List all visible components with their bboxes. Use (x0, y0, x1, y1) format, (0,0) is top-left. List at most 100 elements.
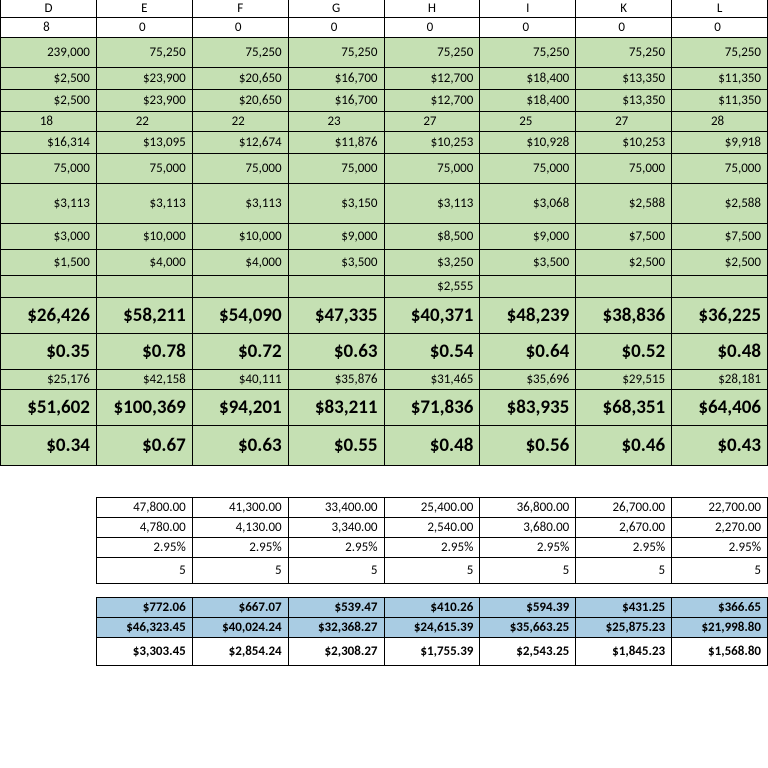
cell[interactable]: 22 (96, 111, 192, 131)
cell[interactable]: $16,700 (288, 67, 384, 89)
cell[interactable]: $10,253 (576, 131, 672, 153)
cell[interactable]: $2,543.25 (480, 637, 576, 665)
cell[interactable]: $13,350 (576, 67, 672, 89)
cell[interactable]: 75,250 (480, 37, 576, 67)
cell[interactable]: $410.26 (384, 597, 480, 617)
cell[interactable]: 5 (192, 557, 288, 583)
cell[interactable]: $2,500 (672, 249, 768, 275)
cell[interactable]: 75,250 (576, 37, 672, 67)
cell[interactable]: 75,250 (192, 37, 288, 67)
cell[interactable]: $4,000 (192, 249, 288, 275)
cell[interactable]: 23 (288, 111, 384, 131)
cell[interactable]: 75,000 (96, 153, 192, 183)
cell[interactable]: $3,150 (288, 183, 384, 223)
cell[interactable]: 75,000 (192, 153, 288, 183)
cell[interactable]: $3,303.45 (96, 637, 192, 665)
cell[interactable]: 27 (576, 111, 672, 131)
cell[interactable]: $3,113 (384, 183, 480, 223)
cell[interactable]: 3,340.00 (288, 517, 384, 537)
cell[interactable]: $11,876 (288, 131, 384, 153)
col-header[interactable]: L (672, 0, 768, 17)
col-header[interactable]: I (480, 0, 576, 17)
cell[interactable] (384, 481, 480, 497)
cell[interactable]: 36,800.00 (480, 497, 576, 517)
cell[interactable]: 25 (480, 111, 576, 131)
cell[interactable]: $3,500 (288, 249, 384, 275)
cell[interactable]: $431.25 (576, 597, 672, 617)
cell[interactable]: 2.95% (672, 537, 768, 557)
cell[interactable]: 0 (576, 17, 672, 37)
cell[interactable]: 26,700.00 (576, 497, 672, 517)
cell[interactable]: $23,900 (96, 67, 192, 89)
cell[interactable]: $16,314 (1, 131, 97, 153)
cell[interactable] (288, 481, 384, 497)
cell[interactable]: 0 (192, 17, 288, 37)
col-header[interactable]: K (576, 0, 672, 17)
cell[interactable]: $24,615.39 (384, 617, 480, 637)
cell[interactable]: $9,918 (672, 131, 768, 153)
cell[interactable]: 2,270.00 (672, 517, 768, 537)
cell[interactable]: $0.35 (1, 333, 97, 369)
cell[interactable]: $0.46 (576, 425, 672, 465)
cell[interactable]: $7,500 (672, 223, 768, 249)
cell[interactable] (1, 617, 97, 637)
cell[interactable]: $0.64 (480, 333, 576, 369)
cell[interactable]: $10,000 (192, 223, 288, 249)
cell[interactable] (96, 275, 192, 297)
cell[interactable] (1, 637, 97, 665)
cell[interactable] (96, 583, 192, 597)
cell[interactable]: $0.56 (480, 425, 576, 465)
cell[interactable]: $2,854.24 (192, 637, 288, 665)
cell[interactable]: 2.95% (96, 537, 192, 557)
cell[interactable]: $18,400 (480, 67, 576, 89)
cell[interactable]: 4,780.00 (96, 517, 192, 537)
cell[interactable]: $0.67 (96, 425, 192, 465)
col-header[interactable]: F (192, 0, 288, 17)
cell[interactable]: 75,250 (288, 37, 384, 67)
col-header[interactable]: G (288, 0, 384, 17)
cell[interactable]: $10,000 (96, 223, 192, 249)
cell[interactable]: 3,680.00 (480, 517, 576, 537)
cell[interactable]: $20,650 (192, 67, 288, 89)
cell[interactable]: $667.07 (192, 597, 288, 617)
cell[interactable] (96, 481, 192, 497)
cell[interactable]: $10,928 (480, 131, 576, 153)
cell[interactable]: $12,700 (384, 67, 480, 89)
cell[interactable]: $40,024.24 (192, 617, 288, 637)
cell[interactable]: $64,406 (672, 389, 768, 425)
cell[interactable]: 33,400.00 (288, 497, 384, 517)
cell[interactable] (288, 583, 384, 597)
cell[interactable]: $40,371 (384, 297, 480, 333)
cell[interactable]: $28,181 (672, 369, 768, 389)
cell[interactable]: 2.95% (384, 537, 480, 557)
cell[interactable]: 5 (288, 557, 384, 583)
cell[interactable]: 2.95% (192, 537, 288, 557)
cell[interactable]: $16,700 (288, 89, 384, 111)
cell[interactable] (672, 481, 768, 497)
cell[interactable]: $3,068 (480, 183, 576, 223)
cell[interactable] (672, 275, 768, 297)
cell[interactable]: 47,800.00 (96, 497, 192, 517)
cell[interactable]: $100,369 (96, 389, 192, 425)
cell[interactable]: $11,350 (672, 67, 768, 89)
cell[interactable] (1, 597, 97, 617)
cell[interactable] (1, 465, 97, 481)
cell[interactable]: 5 (96, 557, 192, 583)
cell[interactable]: 2.95% (576, 537, 672, 557)
cell[interactable]: $1,500 (1, 249, 97, 275)
cell[interactable]: $9,000 (480, 223, 576, 249)
cell[interactable]: $2,555 (384, 275, 480, 297)
cell[interactable]: 2,670.00 (576, 517, 672, 537)
cell[interactable]: $3,113 (96, 183, 192, 223)
cell[interactable] (192, 481, 288, 497)
cell[interactable]: $46,323.45 (96, 617, 192, 637)
cell[interactable]: $42,158 (96, 369, 192, 389)
cell[interactable]: $3,113 (192, 183, 288, 223)
cell[interactable]: $83,935 (480, 389, 576, 425)
cell[interactable] (576, 275, 672, 297)
cell[interactable]: $25,875.23 (576, 617, 672, 637)
cell[interactable]: $0.63 (192, 425, 288, 465)
cell[interactable]: 5 (384, 557, 480, 583)
cell[interactable]: $32,368.27 (288, 617, 384, 637)
cell[interactable]: $3,113 (1, 183, 97, 223)
